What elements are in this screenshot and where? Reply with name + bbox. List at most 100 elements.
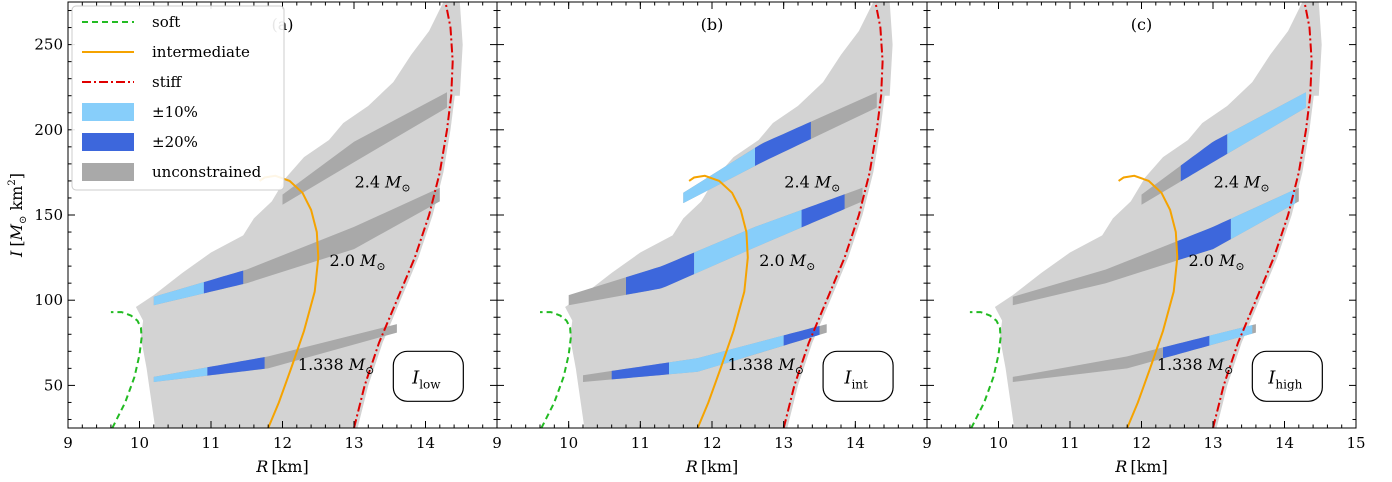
band-constrained-20-2 — [626, 252, 695, 295]
moment-box-symbol: I — [1267, 367, 1276, 388]
ytick-label: 100 — [34, 291, 63, 309]
mass-label: 2.0 M⊙ — [759, 251, 815, 273]
xtick-label: 11 — [201, 434, 220, 452]
xtick-label: 10 — [559, 434, 578, 452]
panel-2: 9 10 11 12 13 14R [km](b)2.4 M⊙2.0 M⊙1.338 M⊙ Iint — [492, 1, 928, 476]
mass-label-value: 2.0 — [1189, 251, 1214, 270]
band-constrained-20-4 — [801, 194, 845, 228]
legend-label-p10: ±10% — [152, 103, 198, 121]
mass-label-value: 1.338 — [1157, 355, 1203, 374]
band-constrained-10-0 — [153, 282, 204, 306]
xtick-label: 15 — [1346, 434, 1365, 452]
moment-box-subscript: int — [851, 377, 868, 391]
band-constrained-10-0 — [683, 147, 755, 204]
mass-label-value: 1.338 — [298, 355, 344, 374]
xtick-label: 13 — [774, 434, 793, 452]
legend-swatch-unc — [82, 163, 134, 181]
mass-label-value: 2.4 — [784, 173, 809, 192]
mass-label-value: 2.4 — [355, 173, 380, 192]
curve-soft — [110, 311, 143, 428]
curve-soft — [969, 311, 1002, 428]
x-axis-label: R [km] — [1114, 457, 1167, 476]
band-constrained-20-7 — [783, 325, 820, 346]
x-axis-symbol: R — [685, 457, 698, 476]
mass-label-unit-m: M — [1243, 173, 1261, 192]
mass-label-unit-m: M — [814, 173, 832, 192]
band-constrained-10-1 — [1227, 92, 1306, 154]
xtick-label: 11 — [1060, 434, 1079, 452]
band-constrained-10-6 — [669, 335, 784, 375]
mass-label-unit-m: M — [789, 251, 807, 270]
y-axis-symbol: I — [7, 250, 26, 258]
mass-label-unit-sun: ⊙ — [376, 260, 385, 273]
moment-box-label: Ihigh — [1267, 367, 1302, 391]
panel-label: (b) — [701, 15, 724, 34]
plot-area — [969, 2, 1322, 428]
mass-label-unit-sun: ⊙ — [795, 364, 804, 377]
legend-label-p20: ±20% — [152, 133, 198, 151]
moment-box — [1251, 350, 1323, 402]
mass-label-unit-m: M — [359, 251, 377, 270]
band-constrained-20-0 — [1180, 134, 1228, 182]
band-unconstrained-m24 — [282, 92, 447, 205]
curve-soft — [540, 311, 572, 428]
panel-3: 9 10 11 12 13 14 15R [km](c)2.4 M⊙2.0 M⊙1.338 M⊙ Ih… — [922, 1, 1366, 476]
y-axis-bracket-open: [ — [7, 240, 26, 246]
mass-label-unit-sun: ⊙ — [401, 182, 410, 195]
band-constrained-20-4 — [1163, 335, 1210, 359]
mass-label: 2.4 M⊙ — [784, 173, 840, 195]
x-axis-symbol: R — [1114, 457, 1127, 476]
curve-intermediate — [688, 174, 749, 428]
mass-label: 2.4 M⊙ — [1214, 173, 1270, 195]
mass-label-unit-sun: ⊙ — [1235, 260, 1244, 273]
curve-stiff — [1212, 2, 1313, 428]
band-constrained-10-3 — [1230, 189, 1296, 240]
plot-area — [540, 2, 893, 428]
mass-label-unit-m: M — [384, 173, 402, 192]
curve-stiff — [782, 2, 884, 428]
mass-label-value: 1.338 — [728, 355, 774, 374]
moment-box-subscript: low — [419, 377, 441, 391]
allowed-region — [135, 2, 463, 428]
mass-label-unit-m: M — [777, 355, 795, 374]
mass-label-value: 2.0 — [759, 251, 784, 270]
x-axis-unit: [km] — [271, 457, 308, 476]
x-axis-unit: [km] — [701, 457, 738, 476]
moment-box-symbol: I — [843, 367, 852, 388]
x-axis-label: R [km] — [255, 457, 308, 476]
mass-label-unit-sun: ⊙ — [1260, 182, 1269, 195]
mass-label-value: 2.0 — [330, 251, 355, 270]
y-axis-unit-sun: ⊙ — [18, 216, 29, 224]
legend-label-stiff: stiff — [152, 73, 183, 91]
panel-label: (c) — [1131, 15, 1152, 34]
band-unconstrained-m20 — [1012, 187, 1299, 306]
moment-box — [822, 350, 894, 402]
plot-area — [110, 2, 463, 428]
curve-stiff — [353, 2, 454, 428]
mass-label-unit-m: M — [1207, 355, 1225, 374]
mass-label-unit-sun: ⊙ — [806, 260, 815, 273]
legend-label-soft: soft — [152, 13, 180, 31]
band-constrained-20-5 — [611, 362, 669, 380]
xtick-label: 14 — [416, 434, 435, 452]
xtick-label: 9 — [922, 434, 932, 452]
xtick-label: 12 — [1132, 434, 1151, 452]
mass-label-value: 2.4 — [1214, 173, 1239, 192]
xtick-label: 14 — [1275, 434, 1294, 452]
band-unconstrained-m1338 — [1012, 324, 1256, 382]
x-axis-symbol: R — [255, 457, 268, 476]
band-constrained-10-5 — [1209, 325, 1253, 346]
x-axis-unit: [km] — [1130, 457, 1167, 476]
curve-intermediate — [1118, 174, 1179, 428]
legend-label-intermediate: intermediate — [152, 43, 250, 61]
mass-label: 2.0 M⊙ — [1189, 251, 1245, 273]
mass-label-unit-m: M — [1218, 251, 1236, 270]
allowed-region — [565, 2, 893, 428]
y-axis-label: I [M⊙ km2] — [7, 173, 29, 258]
moment-box — [392, 350, 464, 402]
y-axis-unit-sup: 2 — [7, 179, 18, 185]
legend-swatch-p10 — [82, 103, 134, 121]
xtick-label: 10 — [989, 434, 1008, 452]
